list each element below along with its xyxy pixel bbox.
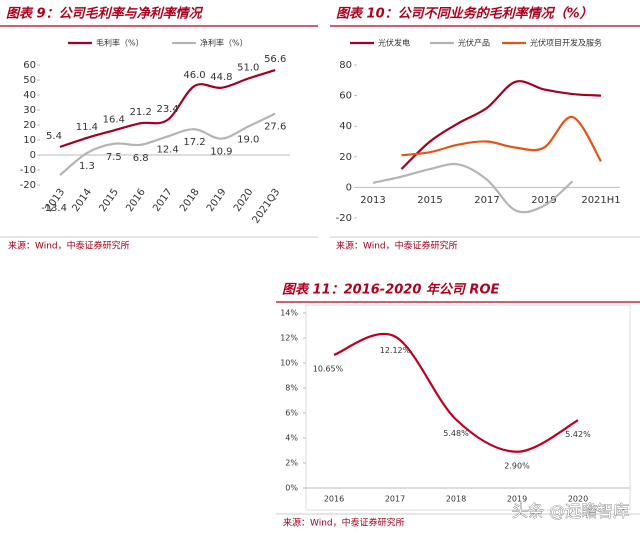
y-tick-label: 80 (339, 60, 352, 71)
y-tick-label: 8% (285, 384, 298, 393)
series-line (372, 162, 574, 214)
value-label: 46.0 (183, 70, 205, 81)
y-tick-label: 6% (285, 409, 298, 418)
y-tick-label: 0 (30, 150, 36, 161)
legend-label: 毛利率（%） (96, 38, 144, 48)
y-tick-label: 40 (339, 121, 352, 132)
x-tick-label: 2018 (446, 495, 466, 504)
y-tick-label: 20 (23, 120, 36, 131)
value-label: 2.90% (504, 461, 530, 470)
y-tick-label: 40 (23, 90, 36, 101)
x-tick-label: 2019 (531, 195, 556, 206)
value-label: 21.2 (130, 107, 152, 118)
x-tick-label: 2016 (324, 495, 344, 504)
value-label: 44.8 (210, 72, 232, 83)
value-label: 5.42% (565, 430, 591, 439)
chart-title: 图表 10：公司不同业务的毛利率情况（%） (336, 6, 593, 22)
value-label: 5.4 (46, 131, 62, 142)
y-tick-label: 20 (339, 152, 352, 163)
x-tick-label: 2017 (151, 187, 175, 214)
value-label: 56.6 (264, 54, 286, 65)
y-tick-label: 12% (280, 334, 298, 343)
y-tick-label: 14% (280, 309, 298, 318)
chart-title: 图表 9：公司毛利率与净利率情况 (6, 6, 204, 22)
series-line (333, 333, 579, 453)
value-label: 10.65% (313, 364, 344, 373)
value-label: 5.48% (443, 429, 469, 438)
y-tick-label: 60 (339, 91, 352, 102)
value-label: -13.4 (41, 203, 67, 214)
y-tick-label: -20 (336, 213, 352, 224)
series-line (59, 69, 276, 148)
series-line (59, 112, 276, 176)
value-label: 16.4 (103, 114, 125, 125)
x-tick-label: 2020 (568, 495, 588, 504)
source: 来源：Wind，中泰证券研究所 (336, 240, 458, 252)
y-tick-label: 60 (23, 60, 36, 71)
value-label: 19.0 (237, 135, 259, 146)
series-line (401, 115, 602, 162)
x-tick-label: 2017 (474, 195, 499, 206)
value-label: 12.12% (380, 346, 411, 355)
source: 来源：Wind，中泰证券研究所 (283, 517, 405, 529)
y-tick-label: 0% (285, 484, 298, 493)
legend-label: 净利率（%） (200, 38, 248, 48)
y-tick-label: 4% (285, 434, 298, 443)
source: 来源：Wind，中泰证券研究所 (8, 240, 130, 252)
x-tick-label: 2020 (232, 187, 256, 214)
x-tick-label: 2019 (507, 495, 527, 504)
x-tick-label: 2013 (360, 195, 385, 206)
y-tick-label: 30 (23, 105, 36, 116)
value-label: 23.4 (156, 104, 178, 115)
y-tick-label: 0 (346, 182, 352, 193)
plot-frame (305, 304, 631, 511)
value-label: 12.4 (156, 144, 178, 155)
value-label: 10.9 (210, 147, 232, 158)
legend-label: 光伏发电 (378, 38, 410, 48)
x-tick-label: 2015 (417, 195, 442, 206)
x-tick-label: 2018 (178, 187, 202, 214)
value-label: 7.5 (106, 152, 122, 163)
value-label: 27.6 (264, 122, 286, 133)
watermark: 头条 @远瞻智库 (512, 502, 629, 521)
x-tick-label: 2014 (70, 187, 94, 214)
value-label: 17.2 (183, 137, 205, 148)
y-tick-label: -10 (20, 165, 36, 176)
y-tick-label: -20 (20, 180, 36, 191)
x-tick-label: 2019 (205, 187, 229, 214)
x-tick-label: 2021Q3 (251, 187, 283, 226)
chart-title: 图表 11：2016-2020 年公司 ROE (282, 282, 499, 298)
x-tick-label: 2016 (124, 187, 148, 214)
legend-label: 光伏项目开发及服务 (530, 38, 602, 48)
y-tick-label: 2% (285, 459, 298, 468)
value-label: 51.0 (237, 63, 259, 74)
series-line (400, 80, 602, 170)
x-tick-label: 2015 (97, 187, 121, 214)
y-tick-label: 50 (23, 75, 36, 86)
value-label: 11.4 (76, 122, 98, 133)
x-tick-label: 2017 (385, 495, 405, 504)
y-tick-label: 10 (23, 135, 36, 146)
x-tick-label: 2021H1 (581, 195, 620, 206)
value-label: 1.3 (79, 161, 95, 172)
legend-label: 光伏产品 (458, 38, 490, 48)
value-label: 6.8 (133, 153, 149, 164)
y-tick-label: 10% (280, 359, 298, 368)
